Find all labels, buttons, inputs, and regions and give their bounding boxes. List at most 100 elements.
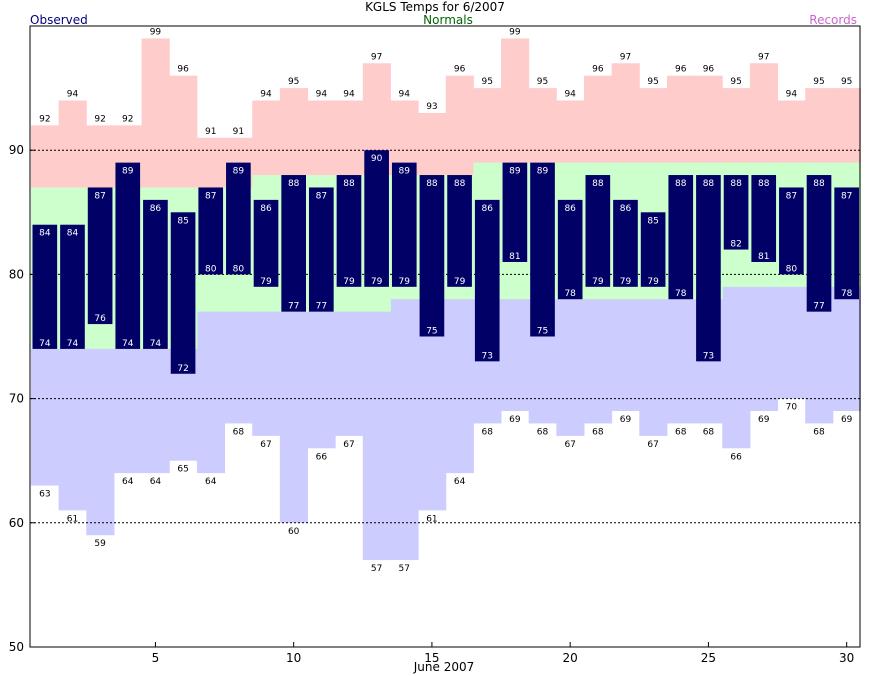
observed-bar: [474, 199, 500, 362]
observed-high-label: 85: [177, 216, 188, 226]
observed-bar: [198, 187, 224, 275]
observed-high-label: 89: [399, 167, 411, 177]
y-tick-label: 60: [9, 516, 24, 530]
observed-low-label: 77: [316, 302, 327, 312]
observed-bar: [336, 175, 362, 287]
observed-bar: [502, 162, 528, 262]
observed-high-label: 86: [260, 204, 272, 214]
observed-bar: [143, 199, 168, 349]
record-low-label: 57: [371, 564, 382, 574]
observed-low-label: 74: [67, 339, 79, 349]
record-high-label: 97: [620, 52, 631, 62]
record-low-label: 64: [150, 477, 162, 487]
observed-high-label: 87: [316, 191, 327, 201]
observed-bar: [170, 212, 196, 374]
record-low-label: 69: [841, 415, 853, 425]
observed-high-label: 87: [205, 191, 216, 201]
observed-low-label: 73: [703, 351, 714, 361]
x-tick-label: 25: [701, 651, 716, 665]
x-tick-label: 15: [424, 651, 439, 665]
observed-high-label: 90: [371, 154, 383, 164]
observed-bar: [32, 224, 58, 349]
record-high-label: 99: [150, 27, 162, 37]
record-low-label: 69: [509, 415, 521, 425]
y-tick-label: 90: [9, 143, 24, 157]
observed-high-label: 89: [509, 167, 521, 177]
observed-high-label: 89: [233, 167, 245, 177]
observed-bar: [115, 162, 141, 349]
observed-high-label: 84: [39, 229, 51, 239]
observed-bar: [391, 162, 417, 287]
record-high-label: 91: [205, 127, 216, 137]
record-high-label: 93: [426, 102, 437, 112]
record-high-label: 92: [122, 114, 133, 124]
observed-high-label: 86: [481, 204, 493, 214]
record-low-label: 64: [454, 477, 466, 487]
record-high-label: 96: [703, 65, 715, 75]
record-low-label: 68: [537, 427, 549, 437]
observed-high-label: 89: [122, 167, 134, 177]
value-labels: 84 74 92 63 84 74 94 61 87 76 92 59 89 74 92 64 86 74 99 64…: [39, 27, 853, 574]
observed-bar: [530, 162, 555, 337]
record-high-label: 99: [509, 27, 521, 37]
record-high-label: 96: [592, 65, 604, 75]
observed-high-label: 89: [537, 167, 549, 177]
record-low-label: 60: [288, 527, 300, 537]
record-low-label: 68: [813, 427, 825, 437]
observed-high-label: 88: [592, 179, 604, 189]
observed-bar: [834, 187, 859, 300]
x-tick-label: 5: [152, 651, 160, 665]
record-low-label: 67: [260, 440, 271, 450]
observed-low-label: 76: [94, 314, 106, 324]
observed-low-label: 78: [675, 289, 687, 299]
record-high-label: 96: [177, 65, 189, 75]
record-high-label: 92: [94, 114, 105, 124]
observed-bar: [60, 224, 85, 349]
observed-bar: [751, 175, 777, 262]
record-low-label: 67: [564, 440, 575, 450]
observed-bar: [723, 175, 749, 250]
x-tick-label: 30: [839, 651, 854, 665]
observed-bar: [281, 175, 306, 312]
record-high-label: 92: [39, 114, 50, 124]
record-low-label: 59: [94, 539, 106, 549]
observed-low-label: 73: [481, 351, 492, 361]
observed-low-label: 79: [260, 277, 272, 287]
observed-low-label: 79: [371, 277, 383, 287]
record-high-label: 94: [786, 90, 798, 100]
observed-high-label: 88: [426, 179, 438, 189]
observed-low-label: 79: [592, 277, 604, 287]
observed-low-label: 75: [537, 327, 548, 337]
x-tick-label: 20: [563, 651, 578, 665]
observed-low-label: 81: [509, 252, 520, 262]
observed-low-label: 75: [426, 327, 437, 337]
record-low-label: 64: [205, 477, 217, 487]
record-high-label: 94: [316, 90, 328, 100]
record-low-label: 69: [620, 415, 632, 425]
record-high-label: 95: [537, 77, 548, 87]
record-low-label: 65: [177, 465, 188, 475]
observed-low-label: 77: [813, 302, 824, 312]
observed-low-label: 79: [620, 277, 632, 287]
observed-high-label: 88: [730, 179, 742, 189]
observed-high-label: 86: [620, 204, 632, 214]
observed-bar: [613, 199, 638, 287]
record-high-label: 91: [233, 127, 244, 137]
observed-low-label: 79: [399, 277, 411, 287]
observed-low-label: 78: [564, 289, 576, 299]
observed-high-label: 88: [288, 179, 300, 189]
record-high-label: 94: [343, 90, 355, 100]
record-low-label: 68: [592, 427, 604, 437]
observed-high-label: 88: [813, 179, 825, 189]
observed-bar: [696, 175, 721, 362]
record-low-label: 67: [343, 440, 354, 450]
observed-bar: [668, 175, 694, 300]
legend-records: Records: [809, 13, 857, 27]
observed-low-label: 77: [288, 302, 299, 312]
observed-low-label: 82: [730, 240, 741, 250]
record-low-label: 66: [316, 452, 328, 462]
record-high-label: 94: [260, 90, 272, 100]
observed-high-label: 86: [150, 204, 162, 214]
record-low-label: 67: [647, 440, 658, 450]
